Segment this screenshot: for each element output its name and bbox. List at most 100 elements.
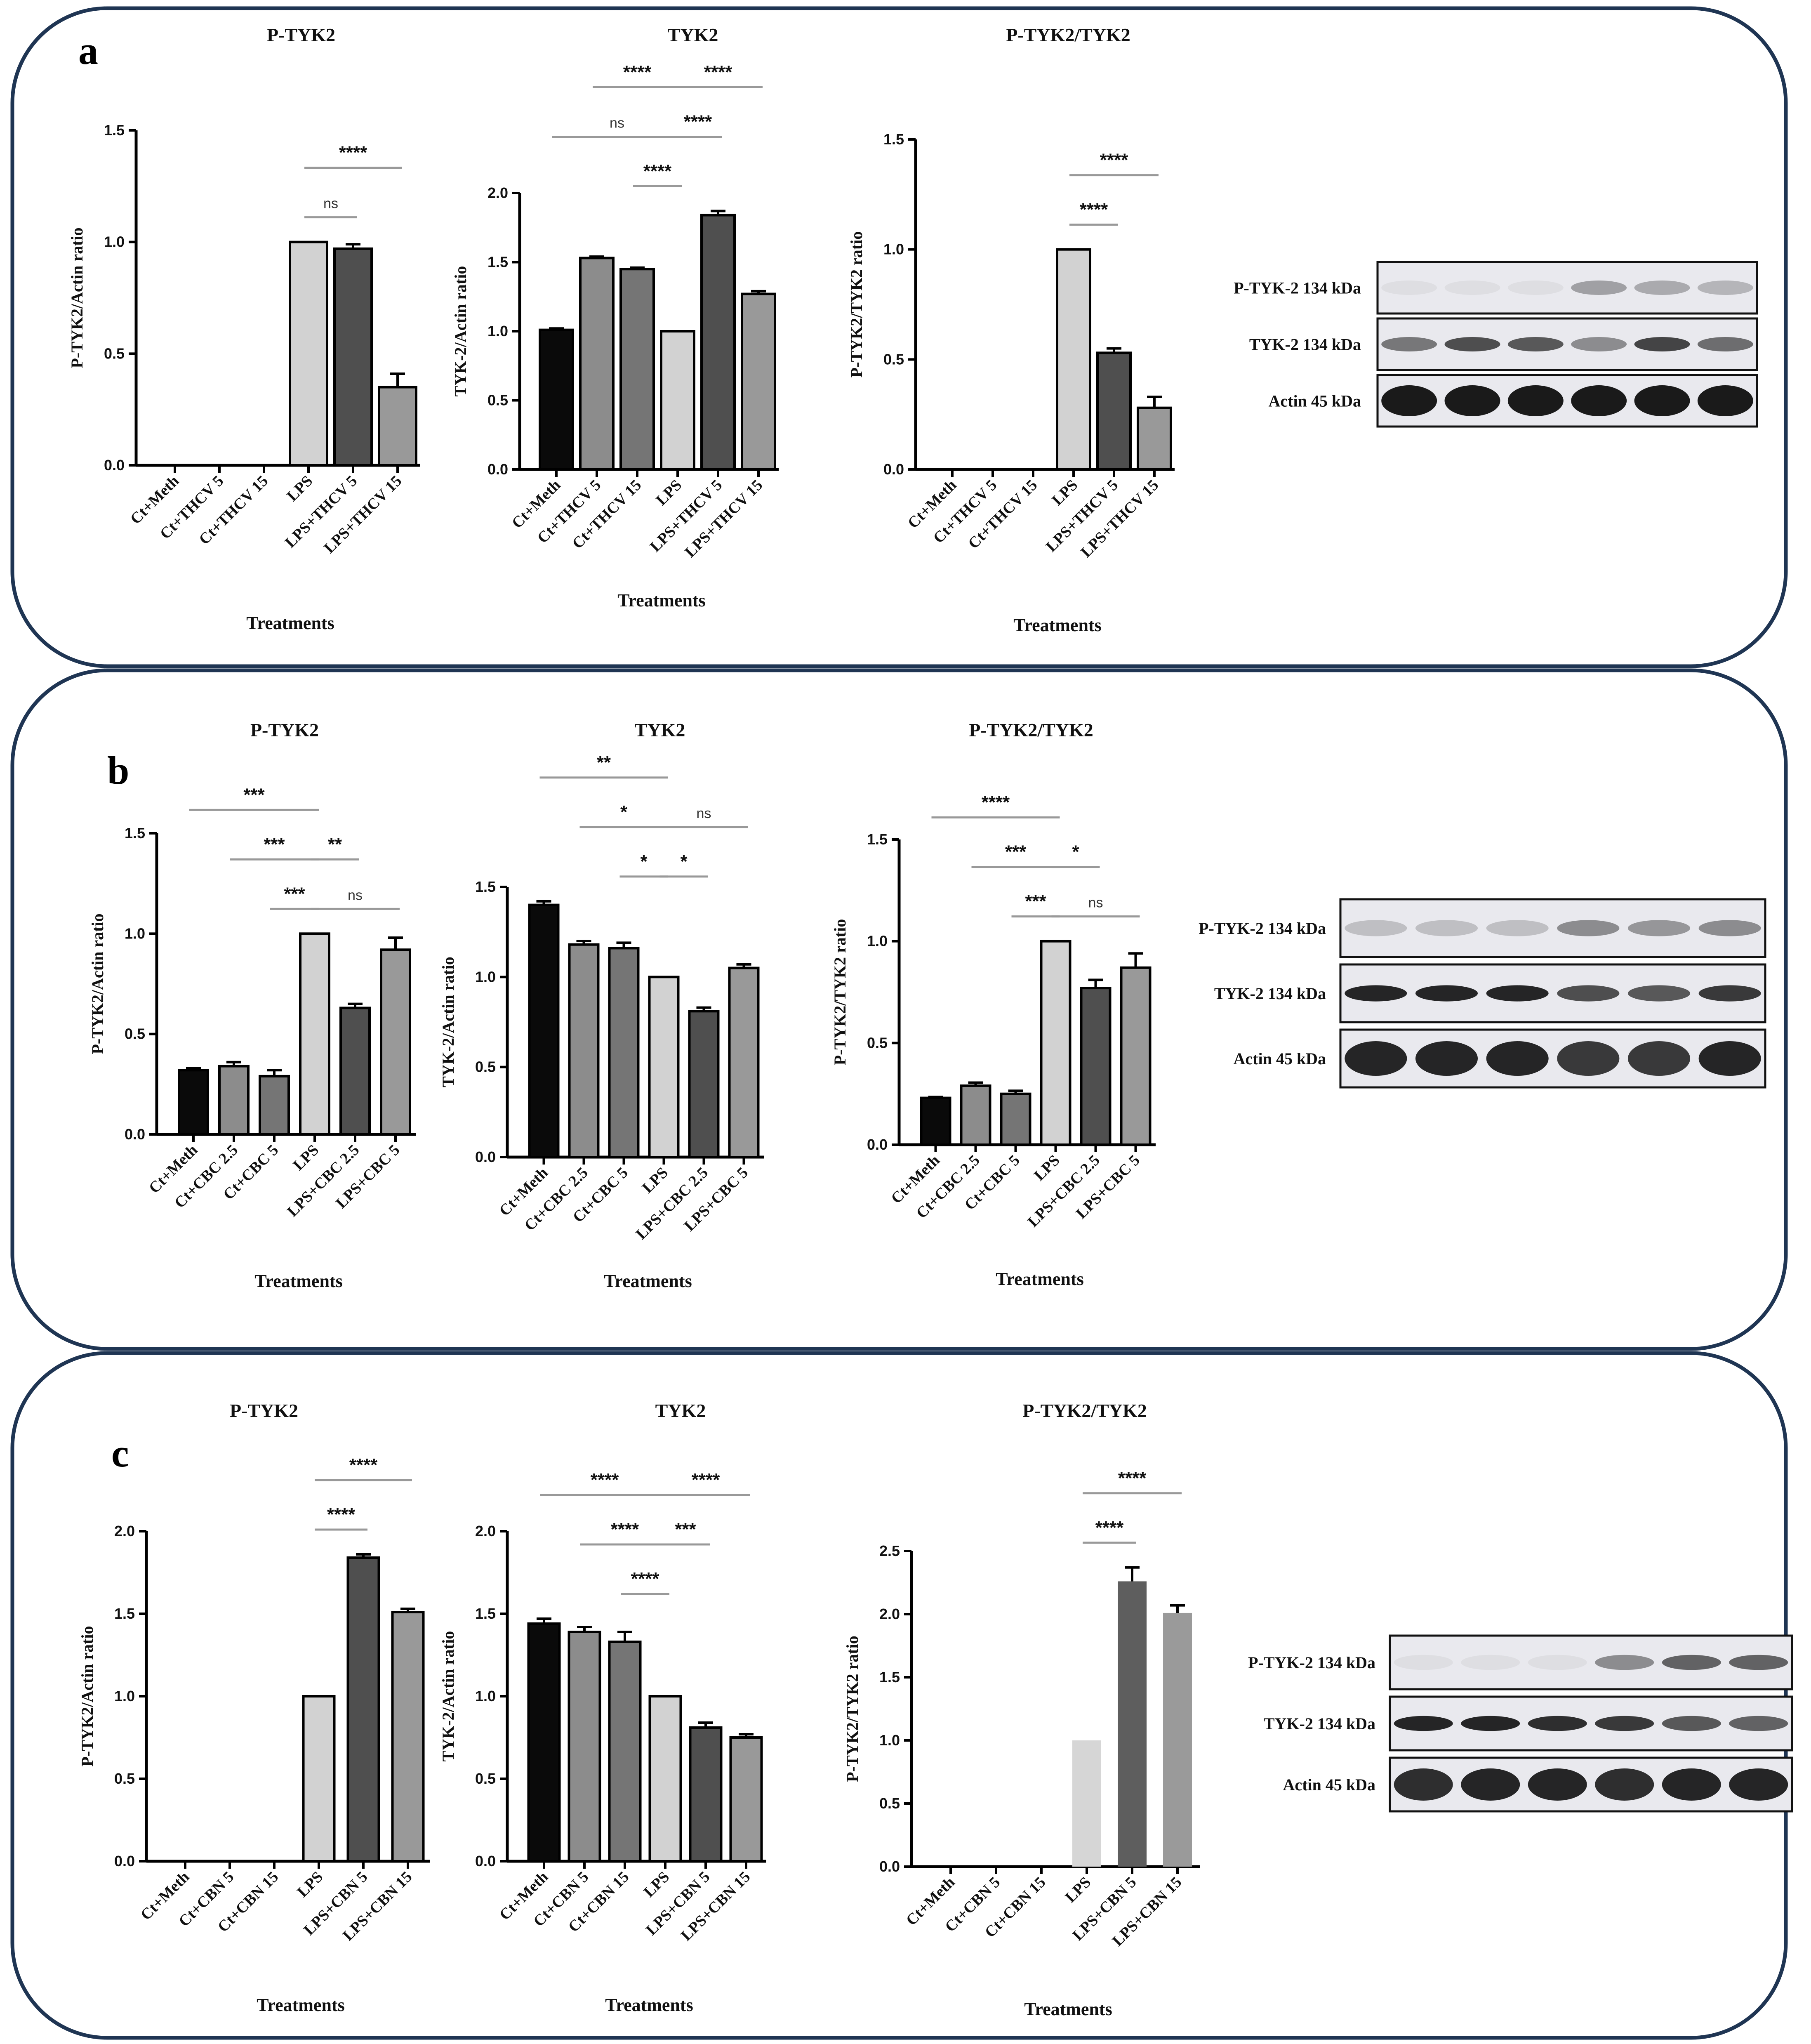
y-tick-label: 1.5 — [883, 131, 904, 148]
y-tick-label: 0.0 — [879, 1858, 900, 1875]
blot-band — [1697, 385, 1753, 416]
y-axis-label: P-TYK2/Actin ratio — [78, 1626, 97, 1766]
error-bar — [696, 1006, 711, 1011]
x-axis-title: Treatments — [604, 1271, 692, 1291]
y-tick-label: 1.5 — [879, 1669, 900, 1686]
error-bar — [186, 1067, 201, 1070]
blot-band-label: TYK-2 134 kDa — [1214, 984, 1326, 1003]
significance-label: **** — [339, 143, 367, 163]
chart-title: P-TYK2 — [250, 719, 319, 740]
blot-band — [1557, 985, 1620, 1002]
bar — [648, 976, 680, 1158]
y-tick-label: 0.0 — [883, 461, 904, 478]
error-bar — [390, 372, 405, 387]
blot-band — [1571, 337, 1627, 351]
y-tick-label: 1.0 — [879, 1732, 900, 1749]
y-axis-label: TYK-2/Actin ratio — [439, 957, 457, 1087]
bar — [528, 903, 560, 1159]
error-bar — [537, 1617, 551, 1624]
blot-band — [1507, 385, 1564, 416]
bar — [259, 1075, 290, 1136]
significance-label: ** — [597, 752, 611, 773]
y-axis-label: P-TYK2/Actin ratio — [88, 913, 107, 1054]
y-tick-label: 1.0 — [487, 323, 508, 339]
blot-strip — [1389, 1695, 1793, 1752]
blot-band — [1698, 1041, 1761, 1076]
significance-label: **** — [349, 1455, 378, 1475]
significance-label: * — [620, 802, 628, 822]
blot-band — [1394, 1655, 1453, 1670]
error-bar — [698, 1721, 713, 1728]
error-bar — [267, 1069, 282, 1076]
chart-title: TYK2 — [668, 24, 718, 45]
chart-title: P-TYK2 — [267, 24, 335, 45]
blot-band — [1381, 385, 1437, 416]
error-bar — [1147, 396, 1162, 408]
error-bar — [549, 327, 564, 330]
error-bar — [1125, 1566, 1140, 1582]
blot-band — [1627, 920, 1691, 936]
y-tick-label: 1.5 — [114, 1605, 135, 1622]
panel-letter-c: c — [111, 1431, 129, 1475]
y-axis-label: P-TYK2/Actin ratio — [68, 227, 86, 368]
bar — [380, 948, 411, 1136]
blot-band — [1415, 985, 1478, 1002]
panel-letter-a: a — [78, 28, 98, 73]
significance-label: *** — [243, 785, 265, 805]
y-tick-label: 0.0 — [114, 1853, 135, 1870]
y-tick-label: 1.0 — [104, 233, 125, 250]
error-bar — [536, 900, 551, 905]
y-axis-label: TYK-2/Actin ratio — [451, 266, 470, 397]
x-axis-title: Treatments — [254, 1271, 342, 1291]
blot-band-label: TYK-2 134 kDa — [1249, 335, 1361, 354]
blot-band — [1595, 1716, 1654, 1731]
y-tick-label: 0.5 — [475, 1770, 496, 1787]
chart-title: TYK2 — [635, 719, 685, 740]
bar — [1096, 351, 1132, 471]
bar — [1000, 1092, 1031, 1146]
blot-band-label: Actin 45 kDa — [1234, 1049, 1326, 1068]
bar — [960, 1084, 991, 1146]
error-bar — [576, 940, 591, 945]
y-tick-label: 1.5 — [475, 878, 496, 895]
error-bar — [630, 266, 645, 269]
significance-label: *** — [284, 884, 305, 904]
x-axis-title: Treatments — [617, 590, 705, 611]
y-tick-label: 2.0 — [114, 1523, 135, 1539]
blot-band — [1662, 1655, 1721, 1670]
error-bar — [1170, 1604, 1185, 1613]
blot-band-label: Actin 45 kDa — [1269, 392, 1361, 410]
y-tick-label: 2.5 — [879, 1542, 900, 1559]
blot-band-label: P-TYK-2 134 kDa — [1234, 279, 1361, 297]
error-bar — [736, 963, 751, 968]
blot-band — [1528, 1655, 1587, 1670]
y-axis-label: P-TYK2/TYK2 ratio — [843, 1636, 862, 1782]
y-tick-label: 1.0 — [867, 933, 888, 950]
significance-label: *** — [1005, 842, 1027, 862]
error-bar — [751, 290, 766, 294]
blot-band — [1571, 385, 1627, 416]
x-axis-title: Treatments — [257, 1995, 344, 2015]
blot-band — [1729, 1716, 1788, 1731]
error-bar — [1107, 347, 1121, 353]
blot-band-label: P-TYK-2 134 kDa — [1199, 919, 1326, 938]
y-axis-label: P-TYK2/TYK2 ratio — [847, 231, 866, 377]
bar — [648, 1695, 682, 1862]
significance-label: *** — [1025, 891, 1046, 912]
significance-label: * — [1072, 842, 1079, 862]
blot-band — [1698, 985, 1761, 1002]
western-blot-b: P-TYK-2 134 kDa TYK-2 134 kDa Actin 45 kDa — [1199, 898, 1766, 1089]
bar — [289, 240, 328, 467]
bar — [1137, 406, 1172, 471]
bar — [333, 247, 373, 467]
y-tick-label: 0.5 — [883, 351, 904, 368]
blot-band — [1486, 985, 1549, 1002]
significance-label: **** — [611, 1519, 639, 1539]
bar — [1080, 987, 1112, 1146]
error-bar — [388, 936, 403, 950]
bar — [1056, 248, 1091, 471]
blot-band — [1698, 920, 1761, 936]
bar — [579, 257, 615, 471]
y-tick-label: 0.0 — [867, 1136, 888, 1153]
error-bar — [739, 1733, 754, 1738]
